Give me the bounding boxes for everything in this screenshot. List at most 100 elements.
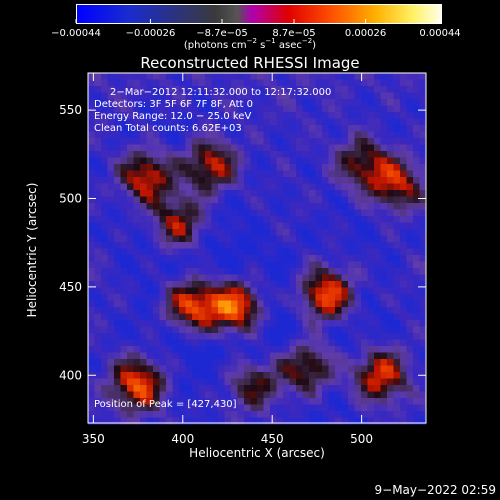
heatmap-cell	[348, 144, 355, 152]
heatmap-cell	[380, 294, 388, 301]
heatmap-cell	[296, 112, 303, 119]
heatmap-cell	[276, 411, 284, 418]
heatmap-cell	[302, 196, 310, 204]
heatmap-cell	[94, 229, 102, 236]
heatmap-cell	[296, 326, 303, 334]
heatmap-cell	[231, 222, 238, 230]
heatmap-cell	[400, 131, 407, 139]
heatmap-cell	[224, 229, 232, 236]
heatmap-cell	[413, 209, 420, 217]
heatmap-cell	[244, 300, 251, 308]
heatmap-cell	[205, 372, 212, 379]
heatmap-cell	[361, 203, 368, 210]
heatmap-cell	[413, 281, 420, 288]
heatmap-cell	[244, 242, 251, 249]
heatmap-cell	[380, 385, 388, 392]
heatmap-cell	[322, 92, 329, 100]
heatmap-cell	[257, 294, 264, 301]
heatmap-cell	[406, 287, 414, 295]
heatmap-cell	[185, 255, 193, 262]
heatmap-cell	[166, 190, 173, 197]
heatmap-cell	[263, 268, 271, 275]
heatmap-cell	[153, 398, 160, 405]
heatmap-cell	[133, 216, 141, 223]
heatmap-cell	[172, 300, 180, 308]
heatmap-cell	[276, 216, 284, 223]
heatmap-cell	[400, 73, 407, 80]
heatmap-cell	[224, 307, 232, 314]
heatmap-cell	[289, 268, 297, 275]
heatmap-cell	[127, 209, 134, 217]
heatmap-cell	[393, 268, 401, 275]
heatmap-cell	[335, 339, 342, 347]
heatmap-cell	[393, 385, 401, 392]
heatmap-cell	[400, 235, 407, 243]
heatmap-cell	[276, 313, 284, 321]
heatmap-cell	[348, 365, 355, 373]
heatmap-cell	[198, 79, 206, 87]
heatmap-cell	[101, 125, 108, 132]
heatmap-cell	[244, 411, 251, 418]
heatmap-cell	[205, 209, 212, 217]
heatmap-cell	[159, 294, 167, 301]
heatmap-cell	[218, 190, 225, 197]
heatmap-cell	[101, 411, 108, 418]
heatmap-cell	[309, 157, 316, 165]
heatmap-cell	[224, 352, 232, 360]
heatmap-cell	[400, 365, 407, 373]
heatmap-cell	[374, 144, 381, 152]
heatmap-cell	[335, 391, 342, 399]
heatmap-cell	[413, 261, 420, 269]
heatmap-cell	[159, 274, 167, 282]
heatmap-cell	[205, 294, 212, 301]
heatmap-cell	[224, 235, 232, 243]
heatmap-cell	[179, 138, 186, 145]
heatmap-cell	[224, 378, 232, 386]
heatmap-cell	[315, 222, 323, 230]
heatmap-cell	[270, 229, 277, 236]
heatmap-cell	[335, 346, 342, 353]
heatmap-cell	[322, 196, 329, 204]
heatmap-cell	[361, 287, 368, 295]
heatmap-cell	[153, 112, 160, 119]
heatmap-cell	[322, 86, 329, 93]
heatmap-cell	[406, 151, 414, 158]
heatmap-cell	[270, 203, 277, 210]
heatmap-cell	[140, 339, 147, 347]
heatmap-cell	[166, 131, 173, 139]
heatmap-cell	[94, 144, 102, 152]
heatmap-cell	[419, 151, 427, 158]
heatmap-cell	[263, 242, 271, 249]
heatmap-cell	[211, 261, 219, 269]
heatmap-cell	[179, 365, 186, 373]
heatmap-cell	[120, 365, 128, 373]
heatmap-cell	[159, 281, 167, 288]
heatmap-cell	[224, 209, 232, 217]
heatmap-cell	[224, 216, 232, 223]
heatmap-cell	[263, 261, 271, 269]
heatmap-cell	[179, 157, 186, 165]
heatmap-cell	[374, 417, 381, 425]
heatmap-cell	[276, 320, 284, 327]
heatmap-cell	[198, 255, 206, 262]
heatmap-cell	[231, 320, 238, 327]
heatmap-cell	[88, 229, 95, 236]
heatmap-cell	[367, 242, 375, 249]
heatmap-cell	[348, 105, 355, 113]
heatmap-cell	[361, 294, 368, 301]
heatmap-cell	[309, 333, 316, 340]
heatmap-cell	[179, 235, 186, 243]
heatmap-cell	[94, 365, 102, 373]
heatmap-cell	[257, 138, 264, 145]
heatmap-cell	[146, 261, 154, 269]
heatmap-cell	[133, 203, 141, 210]
heatmap-cell	[140, 144, 147, 152]
heatmap-cell	[231, 339, 238, 347]
heatmap-cell	[270, 222, 277, 230]
heatmap-cell	[400, 261, 407, 269]
heatmap-cell	[179, 125, 186, 132]
heatmap-cell	[257, 248, 264, 256]
heatmap-cell	[374, 216, 381, 223]
heatmap-cell	[393, 274, 401, 282]
heatmap-cell	[348, 203, 355, 210]
